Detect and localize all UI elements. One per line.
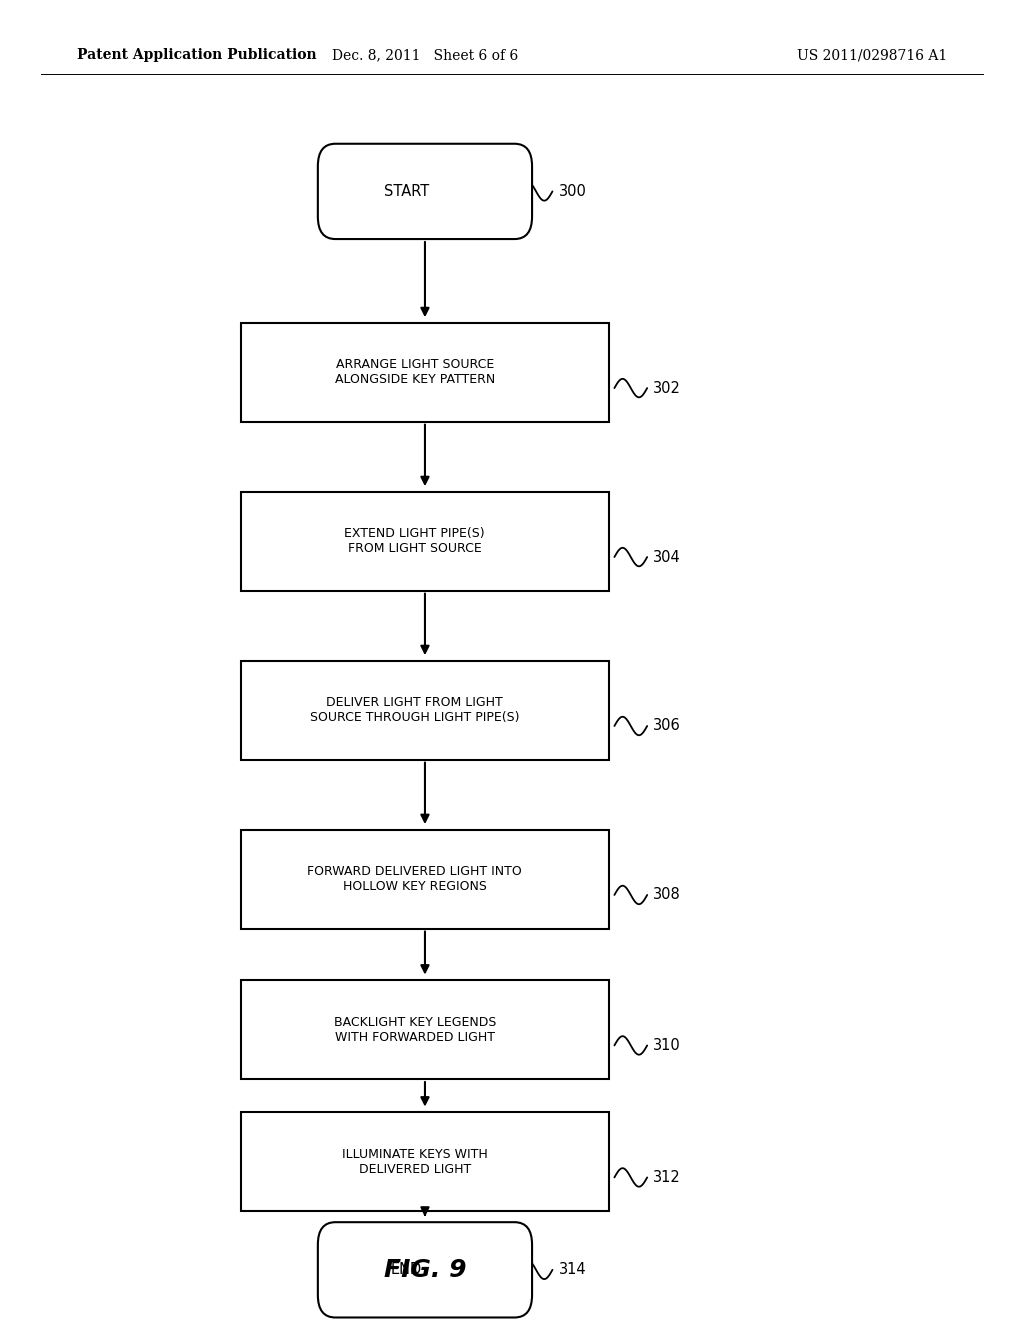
Text: 310: 310	[653, 1038, 681, 1053]
Text: US 2011/0298716 A1: US 2011/0298716 A1	[797, 49, 947, 62]
Text: FIG. 9: FIG. 9	[384, 1258, 466, 1282]
Text: Patent Application Publication: Patent Application Publication	[77, 49, 316, 62]
Text: END: END	[391, 1262, 422, 1278]
Text: 302: 302	[653, 380, 681, 396]
Text: ILLUMINATE KEYS WITH
DELIVERED LIGHT: ILLUMINATE KEYS WITH DELIVERED LIGHT	[342, 1147, 487, 1176]
Text: START: START	[384, 183, 429, 199]
FancyBboxPatch shape	[317, 1222, 532, 1317]
Text: Dec. 8, 2011   Sheet 6 of 6: Dec. 8, 2011 Sheet 6 of 6	[332, 49, 518, 62]
Text: FORWARD DELIVERED LIGHT INTO
HOLLOW KEY REGIONS: FORWARD DELIVERED LIGHT INTO HOLLOW KEY …	[307, 865, 522, 894]
Text: BACKLIGHT KEY LEGENDS
WITH FORWARDED LIGHT: BACKLIGHT KEY LEGENDS WITH FORWARDED LIG…	[334, 1015, 496, 1044]
Bar	[241, 979, 609, 1080]
Text: 308: 308	[653, 887, 681, 903]
Text: DELIVER LIGHT FROM LIGHT
SOURCE THROUGH LIGHT PIPE(S): DELIVER LIGHT FROM LIGHT SOURCE THROUGH …	[310, 696, 519, 725]
Text: 314: 314	[559, 1262, 586, 1278]
Text: 304: 304	[653, 549, 681, 565]
Text: 300: 300	[559, 183, 587, 199]
Text: 312: 312	[653, 1170, 681, 1185]
Text: ARRANGE LIGHT SOURCE
ALONGSIDE KEY PATTERN: ARRANGE LIGHT SOURCE ALONGSIDE KEY PATTE…	[335, 358, 495, 387]
Text: 306: 306	[653, 718, 681, 734]
Bar	[241, 323, 609, 422]
FancyBboxPatch shape	[317, 144, 532, 239]
Text: EXTEND LIGHT PIPE(S)
FROM LIGHT SOURCE: EXTEND LIGHT PIPE(S) FROM LIGHT SOURCE	[344, 527, 485, 556]
Bar	[241, 829, 609, 929]
Bar	[241, 492, 609, 591]
Bar	[241, 1111, 609, 1212]
Bar	[241, 660, 609, 759]
